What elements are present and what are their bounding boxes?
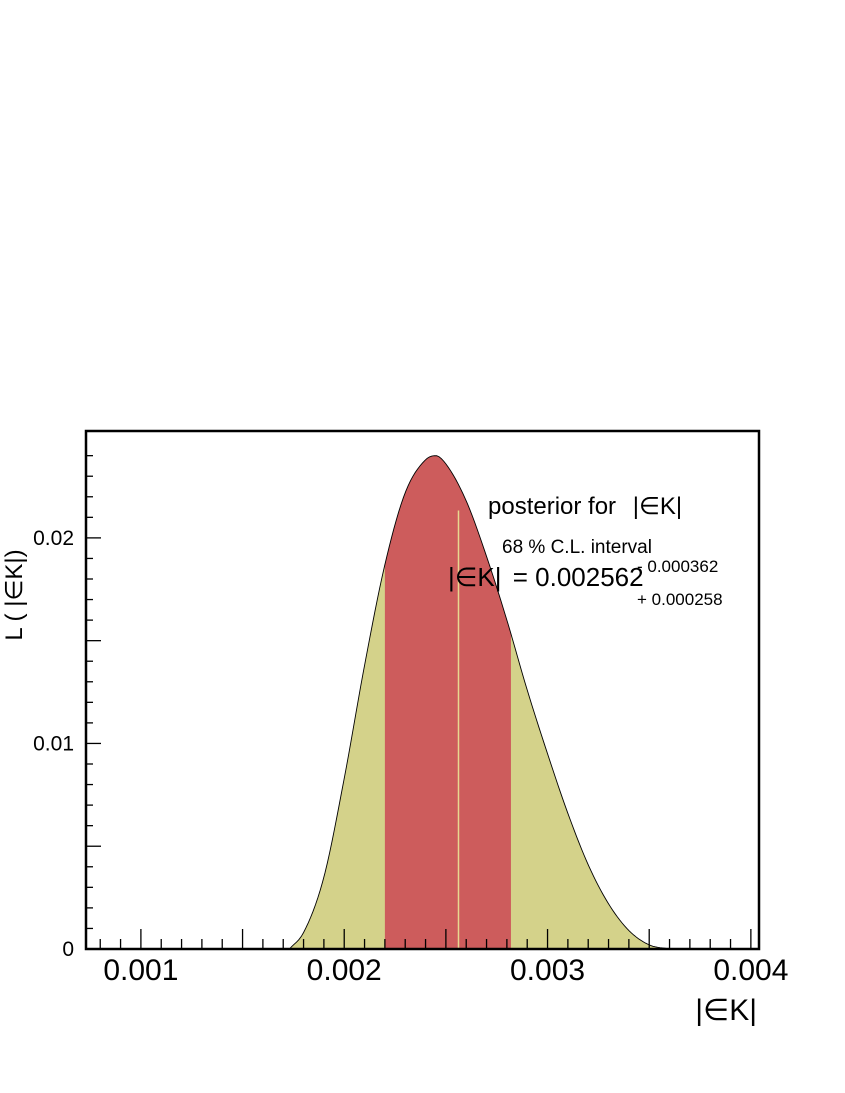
annotation-value: |∈K| = 0.002562 — [448, 562, 644, 592]
annotation-err-plus: + 0.000258 — [637, 590, 723, 609]
x-axis-label-text: |∈K| — [695, 994, 757, 1027]
x-tick-label: 0.002 — [307, 954, 382, 987]
posterior-curve — [288, 455, 670, 950]
posterior-fills — [288, 455, 670, 950]
annotation-interval-label: 68 % C.L. interval — [502, 537, 652, 558]
plot-frame — [84, 429, 761, 951]
y-tick-label: 0.02 — [33, 527, 74, 550]
tick-labels: 0.001 0.002 0.003 0.004 0 0.01 0.02 — [33, 527, 788, 987]
x-tick-label: 0.004 — [713, 954, 788, 987]
x-axis-label: |∈K| — [695, 994, 757, 1027]
annotation-title-var: |∈K| — [633, 493, 682, 520]
y-tick-label: 0 — [62, 938, 74, 961]
x-tick-label: 0.001 — [103, 954, 178, 987]
x-tick-label: 0.003 — [510, 954, 585, 987]
interval-68-area — [384, 455, 511, 949]
annotation-err-minus: - 0.000362 — [637, 557, 718, 576]
y-axis-label: L ( |∈K|) — [1, 549, 28, 640]
annotation-title: posterior for |∈K| — [488, 493, 682, 520]
y-axis-label-text: L ( |∈K|) — [1, 549, 28, 640]
annotation-title-prefix: posterior for — [488, 493, 616, 520]
y-tick-label: 0.01 — [33, 732, 74, 755]
annotation-value-text: = 0.002562 — [513, 562, 644, 592]
annotation-value-lhs: |∈K| — [448, 562, 502, 592]
